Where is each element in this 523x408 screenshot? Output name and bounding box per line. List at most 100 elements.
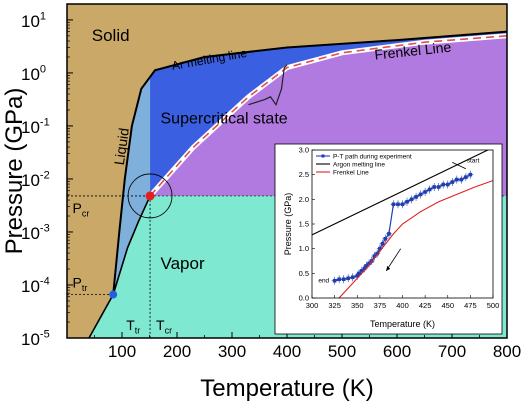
x-tick-label-600: 600	[383, 342, 411, 361]
frenkel-line-dash	[149, 35, 507, 197]
inset-arrow-down-head	[386, 265, 391, 271]
inset-point-18	[391, 202, 396, 207]
inset-point-10	[367, 261, 371, 266]
x-tick-label-500: 500	[328, 342, 356, 361]
inset-point-24	[418, 192, 423, 197]
critical-point-marker	[145, 191, 155, 201]
y-tick-label--2: 10-2	[21, 169, 50, 190]
inset-point-23	[414, 195, 418, 199]
inset-point-31	[450, 180, 455, 184]
inset-point-26	[427, 187, 432, 192]
y-tick-label-1: 101	[21, 10, 46, 31]
inset-point-14	[378, 246, 382, 251]
inset-series-line-2	[338, 180, 493, 298]
inset-point-16	[383, 237, 388, 241]
inset-y-tick-label-3: 3.0	[299, 146, 309, 155]
x-tick-label-100: 100	[108, 342, 136, 361]
inset-point-30	[445, 182, 450, 187]
region-label-liquid: Liquid	[111, 127, 132, 166]
inset-point-15	[380, 241, 385, 246]
inset-point-25	[423, 190, 427, 194]
inset-point-9	[364, 264, 369, 268]
critical-circle	[127, 173, 173, 219]
inset-annotation-start: start	[467, 157, 480, 164]
inset-point-5	[355, 274, 360, 278]
inset-x-tick-label-350: 350	[351, 301, 364, 310]
inset-legend-label-2: Frenkel Line	[333, 170, 369, 177]
inset-point-17	[387, 232, 391, 236]
inset-x-tick-label-375: 375	[374, 301, 387, 310]
inset-point-28	[436, 185, 441, 189]
inset-point-32	[455, 177, 459, 182]
inset-point-3	[346, 276, 350, 281]
x-tick-label-400: 400	[273, 342, 301, 361]
inset-x-tick-label-400: 400	[396, 301, 409, 310]
melting-line	[112, 30, 507, 295]
inset-y-tick-label-1: 1.0	[299, 244, 309, 253]
inset-x-tick-label-325: 325	[328, 301, 341, 310]
x-tick-label-700: 700	[438, 342, 466, 361]
inset-arrow-down	[385, 248, 402, 272]
region-label-vapor: Vapor	[161, 254, 205, 273]
y-tick-label--3: 10-3	[21, 222, 50, 243]
inset-x-tick-label-450: 450	[441, 301, 454, 310]
region-liquid	[113, 70, 155, 295]
inset-series-line-1	[312, 150, 490, 236]
inset-point-29	[441, 182, 446, 187]
inset-y-tick-label-0: 0.0	[299, 294, 309, 303]
inset-point-20	[400, 202, 405, 207]
x-tick-label-800: 800	[493, 342, 521, 361]
x-tick-label-300: 300	[218, 342, 246, 361]
inset-legend-label-1: Argon melting line	[333, 162, 385, 169]
inset-plot-area: start end P-T path during experimentArgon …	[312, 150, 493, 298]
inset-point-34	[464, 175, 468, 179]
region-label-solid: Solid	[92, 26, 130, 45]
y-tick-label-0: 100	[21, 63, 46, 84]
y-tick-label--1: 10-1	[21, 116, 50, 137]
main-y-axis-title: Pressure (GPa)	[1, 88, 28, 255]
vaporization-curve	[88, 195, 151, 338]
inset-point-4	[350, 275, 355, 280]
inset-y-tick-label-2.5: 2.5	[299, 170, 309, 179]
inset-x-tick-label-425: 425	[419, 301, 432, 310]
tcr-label: Tcr	[156, 317, 172, 336]
inset-point-21	[405, 200, 409, 204]
inset-point-2	[341, 277, 346, 282]
inset-y-tick-label-1.5: 1.5	[299, 220, 309, 229]
triple-point-marker	[109, 290, 118, 299]
inset-point-1	[337, 277, 341, 282]
ptr-label: Ptr	[73, 275, 88, 294]
inset-x-tick-label-500: 500	[487, 301, 500, 310]
y-tick-label--4: 10-4	[21, 275, 50, 296]
experiment-trace	[248, 64, 288, 107]
inset-point-6	[357, 271, 361, 276]
inset-legend-label-0: P-T path during experiment	[333, 154, 412, 161]
inset-y-tick-label-2: 2.0	[299, 195, 309, 204]
inset-point-22	[409, 197, 414, 202]
inset-point-27	[432, 185, 436, 189]
y-tick-label--5: 10-5	[21, 328, 50, 349]
inset-x-axis-title: Temperature (K)	[370, 319, 435, 329]
inset-point-12	[372, 254, 377, 258]
ttr-label: Ttr	[126, 317, 140, 336]
inset-x-tick-label-475: 475	[464, 301, 477, 310]
inset-point-7	[359, 269, 364, 273]
pcr-label: Pcr	[73, 200, 90, 219]
inset-annotation-end: end	[318, 278, 329, 285]
inset-arrow-start	[452, 161, 467, 170]
x-tick-label-200: 200	[163, 342, 191, 361]
inset-y-axis-title: Pressure (GPa)	[283, 193, 293, 256]
inset-point-19	[396, 202, 400, 207]
inset-point-0	[332, 278, 337, 283]
inset-y-tick-label-0.5: 0.5	[299, 269, 309, 278]
region-label-supercritical: Supercritical state	[161, 110, 288, 127]
inset-point-33	[459, 177, 464, 182]
region-supercritical-blue	[126, 31, 507, 196]
inset-point-8	[362, 266, 367, 271]
inset-x-tick-label-300: 300	[306, 301, 319, 310]
inset-point-13	[375, 251, 379, 256]
main-x-axis-title: Temperature (K)	[200, 375, 373, 402]
inset-legend-marker-0	[321, 154, 325, 158]
